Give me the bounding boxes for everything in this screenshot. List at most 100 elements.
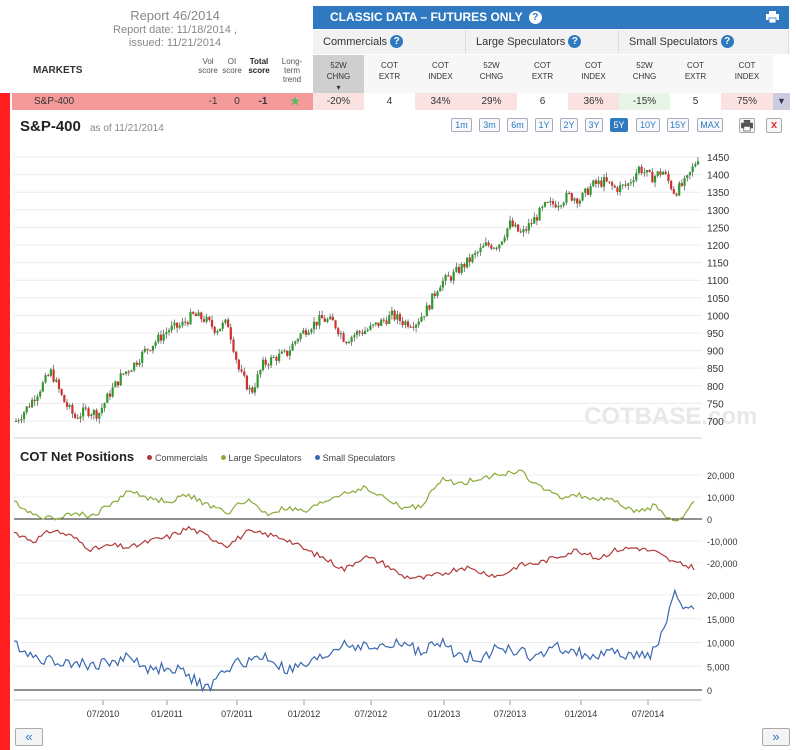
- range-button-15y[interactable]: 15Y: [667, 118, 689, 132]
- range-button-2y[interactable]: 2Y: [560, 118, 578, 132]
- range-button-6m[interactable]: 6m: [507, 118, 528, 132]
- candle-body: [600, 180, 603, 187]
- chart-print-button[interactable]: [739, 118, 755, 133]
- candle-body: [398, 314, 402, 321]
- candle-body: [487, 242, 490, 246]
- candle-body: [41, 382, 44, 392]
- close-chart-button[interactable]: x: [766, 118, 782, 133]
- col-header-extr[interactable]: COT EXTR: [364, 55, 415, 93]
- candle-body: [568, 192, 571, 194]
- candle-body: [28, 406, 31, 408]
- row-expand-chevron-down-icon[interactable]: ▼: [773, 93, 790, 110]
- candle-body: [181, 321, 184, 326]
- candle-body: [366, 329, 369, 331]
- market-row[interactable]: S&P-400 -1 0 -1 -20% 4 34% 29% 6 36% -15% 5 75%: [12, 93, 796, 110]
- candle-body: [14, 420, 18, 422]
- candle-body: [100, 407, 104, 413]
- help-icon[interactable]: ?: [720, 35, 734, 48]
- vol-score-header[interactable]: Vol score: [198, 57, 218, 75]
- col-header-extr[interactable]: COT EXTR: [517, 55, 568, 93]
- candle-body: [457, 267, 461, 273]
- markets-column-header[interactable]: MARKETS: [33, 65, 83, 76]
- candle-body: [55, 379, 58, 382]
- legend-item[interactable]: Commercials: [147, 453, 208, 463]
- candle-body: [47, 375, 50, 377]
- oi-score-header[interactable]: OI score: [222, 57, 242, 75]
- candle-body: [369, 325, 372, 330]
- total-score-header[interactable]: Total score: [248, 57, 270, 75]
- col-header-chng[interactable]: 52W CHNG: [466, 55, 517, 93]
- oi-score-value: 0: [225, 93, 249, 110]
- classic-data-title: CLASSIC DATA – FUTURES ONLY: [330, 10, 523, 24]
- legend-item[interactable]: Large Speculators: [220, 453, 302, 463]
- range-button-10y[interactable]: 10Y: [636, 118, 660, 132]
- help-icon[interactable]: ?: [568, 35, 582, 48]
- candle-body: [216, 331, 219, 333]
- candle-body: [417, 321, 420, 325]
- candle-body: [245, 375, 249, 390]
- candle-body: [154, 341, 157, 346]
- candle-body: [570, 193, 573, 201]
- price-tick-label: 1300: [707, 206, 730, 217]
- candle-body: [71, 405, 74, 414]
- candle-body: [492, 247, 496, 249]
- range-button-5y[interactable]: 5Y: [610, 118, 628, 132]
- report-issued: issued: 11/21/2014: [128, 37, 222, 49]
- col-header-chng[interactable]: 52W CHNG ▾: [313, 55, 364, 93]
- candle-body: [146, 348, 149, 351]
- range-button-3y[interactable]: 3Y: [585, 118, 603, 132]
- range-button-1y[interactable]: 1Y: [535, 118, 553, 132]
- col-header-index[interactable]: COT INDEX: [721, 55, 773, 93]
- candle-body: [530, 223, 533, 225]
- candle-body: [358, 331, 361, 333]
- price-tick-label: 1350: [707, 188, 730, 199]
- group-commercials: Commercials?: [313, 30, 466, 54]
- candle-body: [151, 345, 155, 351]
- candle-body: [82, 407, 85, 417]
- candle-body: [76, 417, 79, 419]
- range-button-1m[interactable]: 1m: [451, 118, 472, 132]
- range-button-max[interactable]: MAX: [697, 118, 723, 132]
- candle-body: [361, 332, 364, 334]
- candle-body: [632, 180, 635, 183]
- candle-body: [527, 223, 530, 231]
- candle-body: [592, 180, 595, 187]
- candle-body: [675, 193, 678, 196]
- candle-body: [342, 333, 345, 342]
- candle-body: [294, 341, 297, 344]
- cot-top-tick-label: 20,000: [707, 471, 735, 481]
- legend-item[interactable]: Small Speculators: [314, 453, 395, 463]
- candle-body: [374, 322, 377, 325]
- candle-body: [165, 332, 168, 335]
- print-icon[interactable]: [766, 11, 779, 24]
- x-tick-label: 01/2012: [288, 709, 321, 719]
- scroll-left-button[interactable]: «: [15, 728, 43, 746]
- cot-legend: Commercials Large Speculators Small Specul…: [147, 453, 408, 463]
- help-icon[interactable]: ?: [390, 35, 404, 48]
- range-button-3m[interactable]: 3m: [479, 118, 500, 132]
- long-term-trend-header[interactable]: Long-term trend: [281, 57, 303, 84]
- col-header-index[interactable]: COT INDEX: [415, 55, 466, 93]
- candle-body: [401, 320, 404, 326]
- candle-body: [189, 311, 192, 325]
- scroll-right-button[interactable]: »: [762, 728, 790, 746]
- candle-body: [194, 313, 197, 317]
- candle-body: [283, 350, 286, 352]
- candle-body: [680, 183, 683, 186]
- help-icon[interactable]: ?: [528, 11, 542, 24]
- candle-body: [602, 177, 606, 187]
- col-header-chng[interactable]: 52W CHNG: [619, 55, 670, 93]
- col-header-index[interactable]: COT INDEX: [568, 55, 619, 93]
- x-tick-label: 01/2014: [565, 709, 598, 719]
- col-header-extr[interactable]: COT EXTR: [670, 55, 721, 93]
- candle-body: [149, 350, 152, 352]
- candle-body: [355, 331, 359, 336]
- candle-body: [664, 171, 667, 174]
- candle-body: [84, 407, 87, 409]
- candle-body: [307, 332, 310, 335]
- candle-body: [484, 242, 487, 246]
- candle-body: [640, 166, 643, 174]
- candle-body: [353, 335, 356, 338]
- candle-body: [441, 280, 445, 288]
- candle-body: [447, 275, 450, 277]
